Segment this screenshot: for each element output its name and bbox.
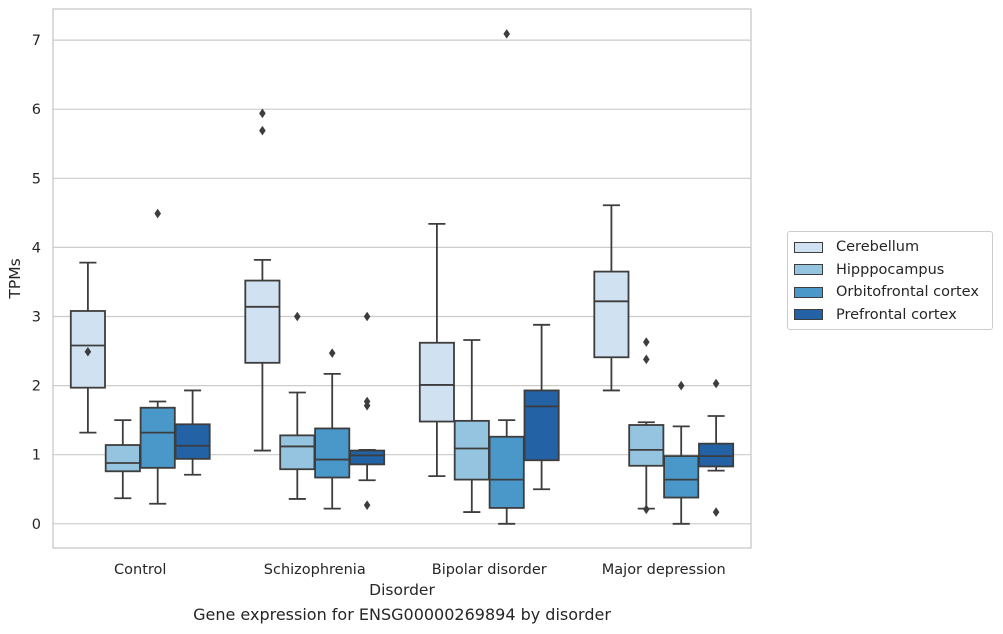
axes [52,8,752,549]
legend-label: Hipppocampus [836,261,945,278]
y-tick-label: 5 [32,171,41,187]
box-prefrontal-cortex [523,323,560,491]
outlier-point [363,311,371,322]
outlier-point [154,208,161,219]
x-tick-label: Major depression [602,562,726,578]
legend-swatch [794,241,823,253]
legend-item: Prefrontal cortex [788,304,992,327]
box-iqr [488,435,525,509]
box-cerebellum [244,108,281,452]
legend-swatch [794,309,823,321]
outlier-point [363,500,371,510]
box-orbitofrontal-cortex [488,29,525,525]
y-tick-label: 4 [32,240,41,256]
box-iqr [453,419,490,481]
outlier-point [259,125,266,136]
outlier-point [643,504,650,515]
legend: Cerebellum Hipppocampus Orbitofrontal cort… [787,231,993,330]
y-tick-label: 3 [32,310,41,326]
axis-labels: 0 1 2 3 4 5 6 7 Control Schizophrenia Bipolar diso… [6,33,726,599]
box-hipppocampus [279,311,316,500]
x-tick-label: Schizophrenia [264,562,366,578]
box-orbitofrontal-cortex [663,380,700,525]
outlier-point [712,507,720,517]
outlier-point [677,380,685,391]
box-iqr [418,341,455,423]
box-iqr [279,434,316,471]
legend-label: Cerebellum [836,239,920,256]
y-tick-label: 2 [32,379,41,395]
outlier-point [643,337,650,347]
x-axis-label: Disorder [369,581,435,599]
legend-item: Hipppocampus [788,259,992,282]
box-iqr [104,444,141,473]
box-iqr [523,389,560,462]
y-tick-label: 0 [32,517,41,533]
outlier-point [294,311,301,322]
legend-item: Cerebellum [788,236,992,259]
box-iqr [698,442,735,468]
box-iqr [628,424,665,467]
y-tick-label: 1 [32,448,41,464]
box-iqr [139,406,176,469]
box-cerebellum [69,261,106,434]
box-iqr [244,279,281,364]
box-cerebellum [593,204,630,392]
box-iqr [349,449,386,466]
y-axis-label: TPMs [6,258,24,299]
box-orbitofrontal-cortex [139,208,176,505]
box-iqr [663,455,700,499]
box-prefrontal-cortex [698,378,735,517]
box-iqr [174,423,211,460]
outlier-point [328,348,336,358]
legend-swatch [794,286,823,298]
plot-frame [52,8,752,549]
box-hipppocampus [453,339,490,513]
box-prefrontal-cortex [349,311,386,510]
legend-swatch [794,264,823,276]
x-tick-label: Bipolar disorder [432,562,547,578]
outlier-point [712,378,720,389]
outlier-point [503,29,510,39]
y-tick-label: 7 [32,33,41,49]
box-iqr [593,270,630,359]
box-prefrontal-cortex [174,389,211,476]
box-cerebellum [418,223,455,478]
box-hipppocampus [628,337,665,515]
outlier-point [84,346,92,357]
box-hipppocampus [104,419,141,500]
box-plot-marks [69,29,735,525]
outlier-point [643,354,650,365]
y-tick-label: 6 [32,102,41,118]
x-tick-label: Control [114,562,166,578]
legend-label: Orbitofrontal cortex [836,284,979,301]
legend-label: Prefrontal cortex [836,306,957,323]
outlier-point [363,400,371,411]
legend-item: Orbitofrontal cortex [788,281,992,304]
chart-caption: Gene expression for ENSG00000269894 by d… [193,605,611,624]
box-iqr [314,427,351,479]
outlier-point [259,108,266,119]
box-orbitofrontal-cortex [314,348,351,510]
